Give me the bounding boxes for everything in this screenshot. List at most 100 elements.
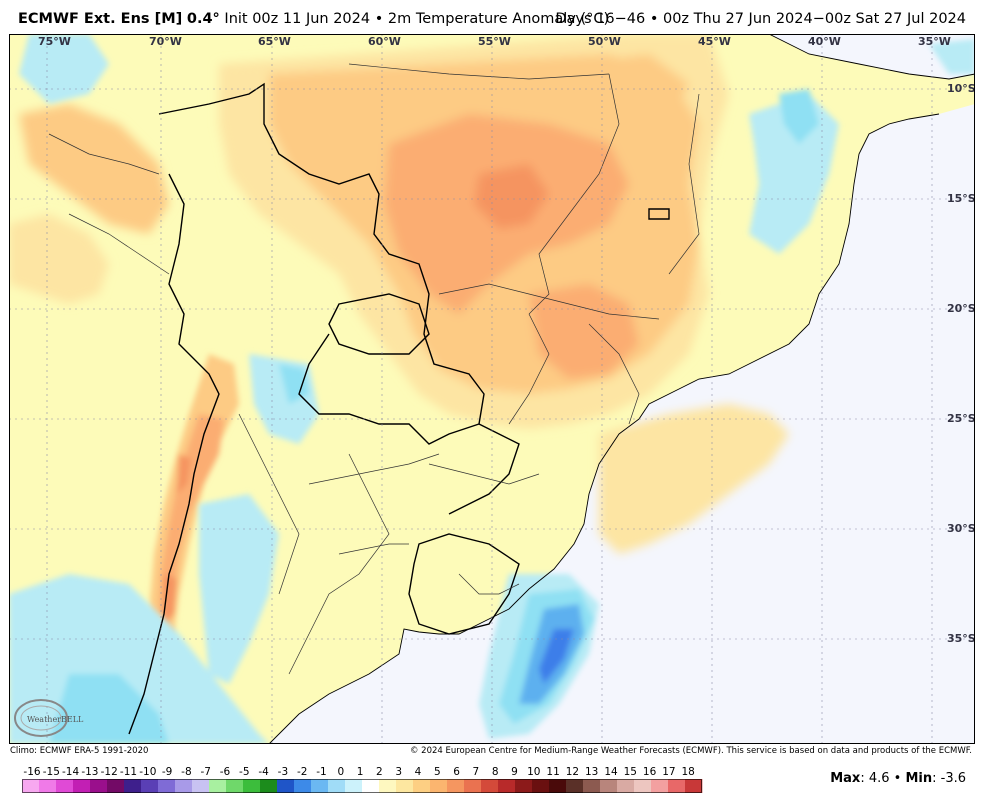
anomaly-map: 75°W 70°W 65°W 60°W 55°W 50°W 45°W 40°W … xyxy=(9,34,975,744)
logo-text: WeatherBELL xyxy=(27,715,84,724)
colorbar-swatch xyxy=(600,779,618,793)
colorbar-swatch xyxy=(634,779,652,793)
colorbar-swatch xyxy=(39,779,57,793)
colorbar-swatch xyxy=(124,779,142,793)
coastline xyxy=(268,34,975,744)
colorbar-label: -8 xyxy=(181,766,191,778)
colorbar-label: 2 xyxy=(376,766,383,778)
colorbar-label: 4 xyxy=(415,766,422,778)
field-name: 2m Temperature Anomaly (°C) xyxy=(387,11,610,27)
lat-label: 25°S xyxy=(947,412,975,425)
lon-label: 55°W xyxy=(478,35,511,48)
colorbar-label: -15 xyxy=(43,766,60,778)
map-title: ECMWF Ext. Ens [M] 0.4° Init 00z 11 Jun … xyxy=(18,11,609,27)
colorbar-swatch xyxy=(22,779,40,793)
copyright-credit: © 2024 European Centre for Medium-Range … xyxy=(409,746,972,756)
colorbar-label: 5 xyxy=(434,766,441,778)
colorbar-swatch xyxy=(379,779,397,793)
lat-label: 20°S xyxy=(947,302,975,315)
colorbar-label: 17 xyxy=(662,766,675,778)
model-name: ECMWF Ext. Ens [M] xyxy=(18,11,183,27)
colorbar-swatch xyxy=(277,779,295,793)
lon-label: 50°W xyxy=(588,35,621,48)
colorbar-swatch xyxy=(107,779,125,793)
lon-label: 75°W xyxy=(38,35,71,48)
lat-label: 10°S xyxy=(947,82,975,95)
colorbar-swatch xyxy=(617,779,635,793)
model-resolution: 0.4° xyxy=(186,11,220,27)
colorbar-swatch xyxy=(328,779,346,793)
colorbar-swatch xyxy=(515,779,533,793)
colorbar: -16 -15 -14 -13 -12 -11 -10 -9 -8 -7 -6 -5 -4 -3 -2 -1 0… xyxy=(22,766,703,793)
colorbar-swatch xyxy=(311,779,329,793)
colorbar-label: -6 xyxy=(220,766,231,778)
lon-label: 70°W xyxy=(149,35,182,48)
lat-labels: 10°S 15°S 20°S 25°S 30°S 35°S xyxy=(947,82,975,645)
colorbar-swatch xyxy=(175,779,193,793)
country-borders xyxy=(128,82,670,735)
colorbar-swatch xyxy=(430,779,448,793)
lon-label: 45°W xyxy=(698,35,731,48)
colorbar-swatch xyxy=(192,779,210,793)
colorbar-outline xyxy=(22,779,702,793)
colorbar-swatch xyxy=(651,779,669,793)
colorbar-label: -16 xyxy=(23,766,40,778)
lon-label: 35°W xyxy=(918,35,951,48)
colorbar-label: 16 xyxy=(643,766,657,778)
title-bullet: • xyxy=(374,11,384,27)
init-time: Init 00z 11 Jun 2024 xyxy=(224,11,371,27)
colorbar-label: 15 xyxy=(624,766,637,778)
colorbar-label: 0 xyxy=(337,766,344,778)
colorbar-label: -9 xyxy=(162,766,172,778)
colorbar-swatch xyxy=(158,779,176,793)
colorbar-swatch xyxy=(90,779,108,793)
colorbar-label: 9 xyxy=(511,766,518,778)
colorbar-label: -12 xyxy=(101,766,118,778)
colorbar-swatch xyxy=(396,779,414,793)
colorbar-swatch xyxy=(413,779,431,793)
lat-label: 35°S xyxy=(947,632,975,645)
colorbar-swatch xyxy=(583,779,601,793)
colorbar-label: -14 xyxy=(62,766,79,778)
colorbar-swatch xyxy=(260,779,278,793)
max-label: Max xyxy=(830,771,861,786)
lon-label: 65°W xyxy=(258,35,291,48)
colorbar-label: 11 xyxy=(546,766,559,778)
colorbar-label: 8 xyxy=(492,766,499,778)
min-value: : -3.6 xyxy=(932,771,966,786)
colorbar-label: -4 xyxy=(258,766,269,778)
colorbar-swatch xyxy=(464,779,482,793)
min-label: Min xyxy=(905,771,933,786)
colorbar-swatch xyxy=(532,779,550,793)
graticule xyxy=(9,34,975,744)
climo-credit: Climo: ECMWF ERA-5 1991-2020 xyxy=(10,746,149,756)
lon-label: 60°W xyxy=(368,35,401,48)
max-min-separator: • xyxy=(889,771,906,786)
colorbar-label: -11 xyxy=(120,766,137,778)
colorbar-label: -1 xyxy=(316,766,326,778)
colorbar-label: 3 xyxy=(395,766,402,778)
colorbar-label: 6 xyxy=(453,766,460,778)
colorbar-swatch xyxy=(243,779,261,793)
colorbar-label: -2 xyxy=(297,766,307,778)
colorbar-label: -3 xyxy=(278,766,288,778)
colorbar-swatch xyxy=(73,779,91,793)
colorbar-swatch xyxy=(481,779,499,793)
cold-anomaly-field xyxy=(9,34,975,744)
colorbar-swatch xyxy=(498,779,516,793)
lat-label: 30°S xyxy=(947,522,975,535)
colorbar-swatch xyxy=(549,779,567,793)
colorbar-label: 14 xyxy=(604,766,618,778)
colorbar-swatch xyxy=(685,779,703,793)
lat-label: 15°S xyxy=(947,192,975,205)
colorbar-swatch xyxy=(566,779,584,793)
state-borders xyxy=(48,63,700,675)
colorbar-swatch xyxy=(447,779,465,793)
colorbar-swatch xyxy=(668,779,686,793)
colorbar-swatch xyxy=(226,779,244,793)
colorbar-label: 18 xyxy=(682,766,695,778)
colorbar-swatch xyxy=(294,779,312,793)
colorbar-label: -7 xyxy=(200,766,210,778)
colorbar-swatch xyxy=(56,779,74,793)
colorbar-label: 10 xyxy=(527,766,540,778)
